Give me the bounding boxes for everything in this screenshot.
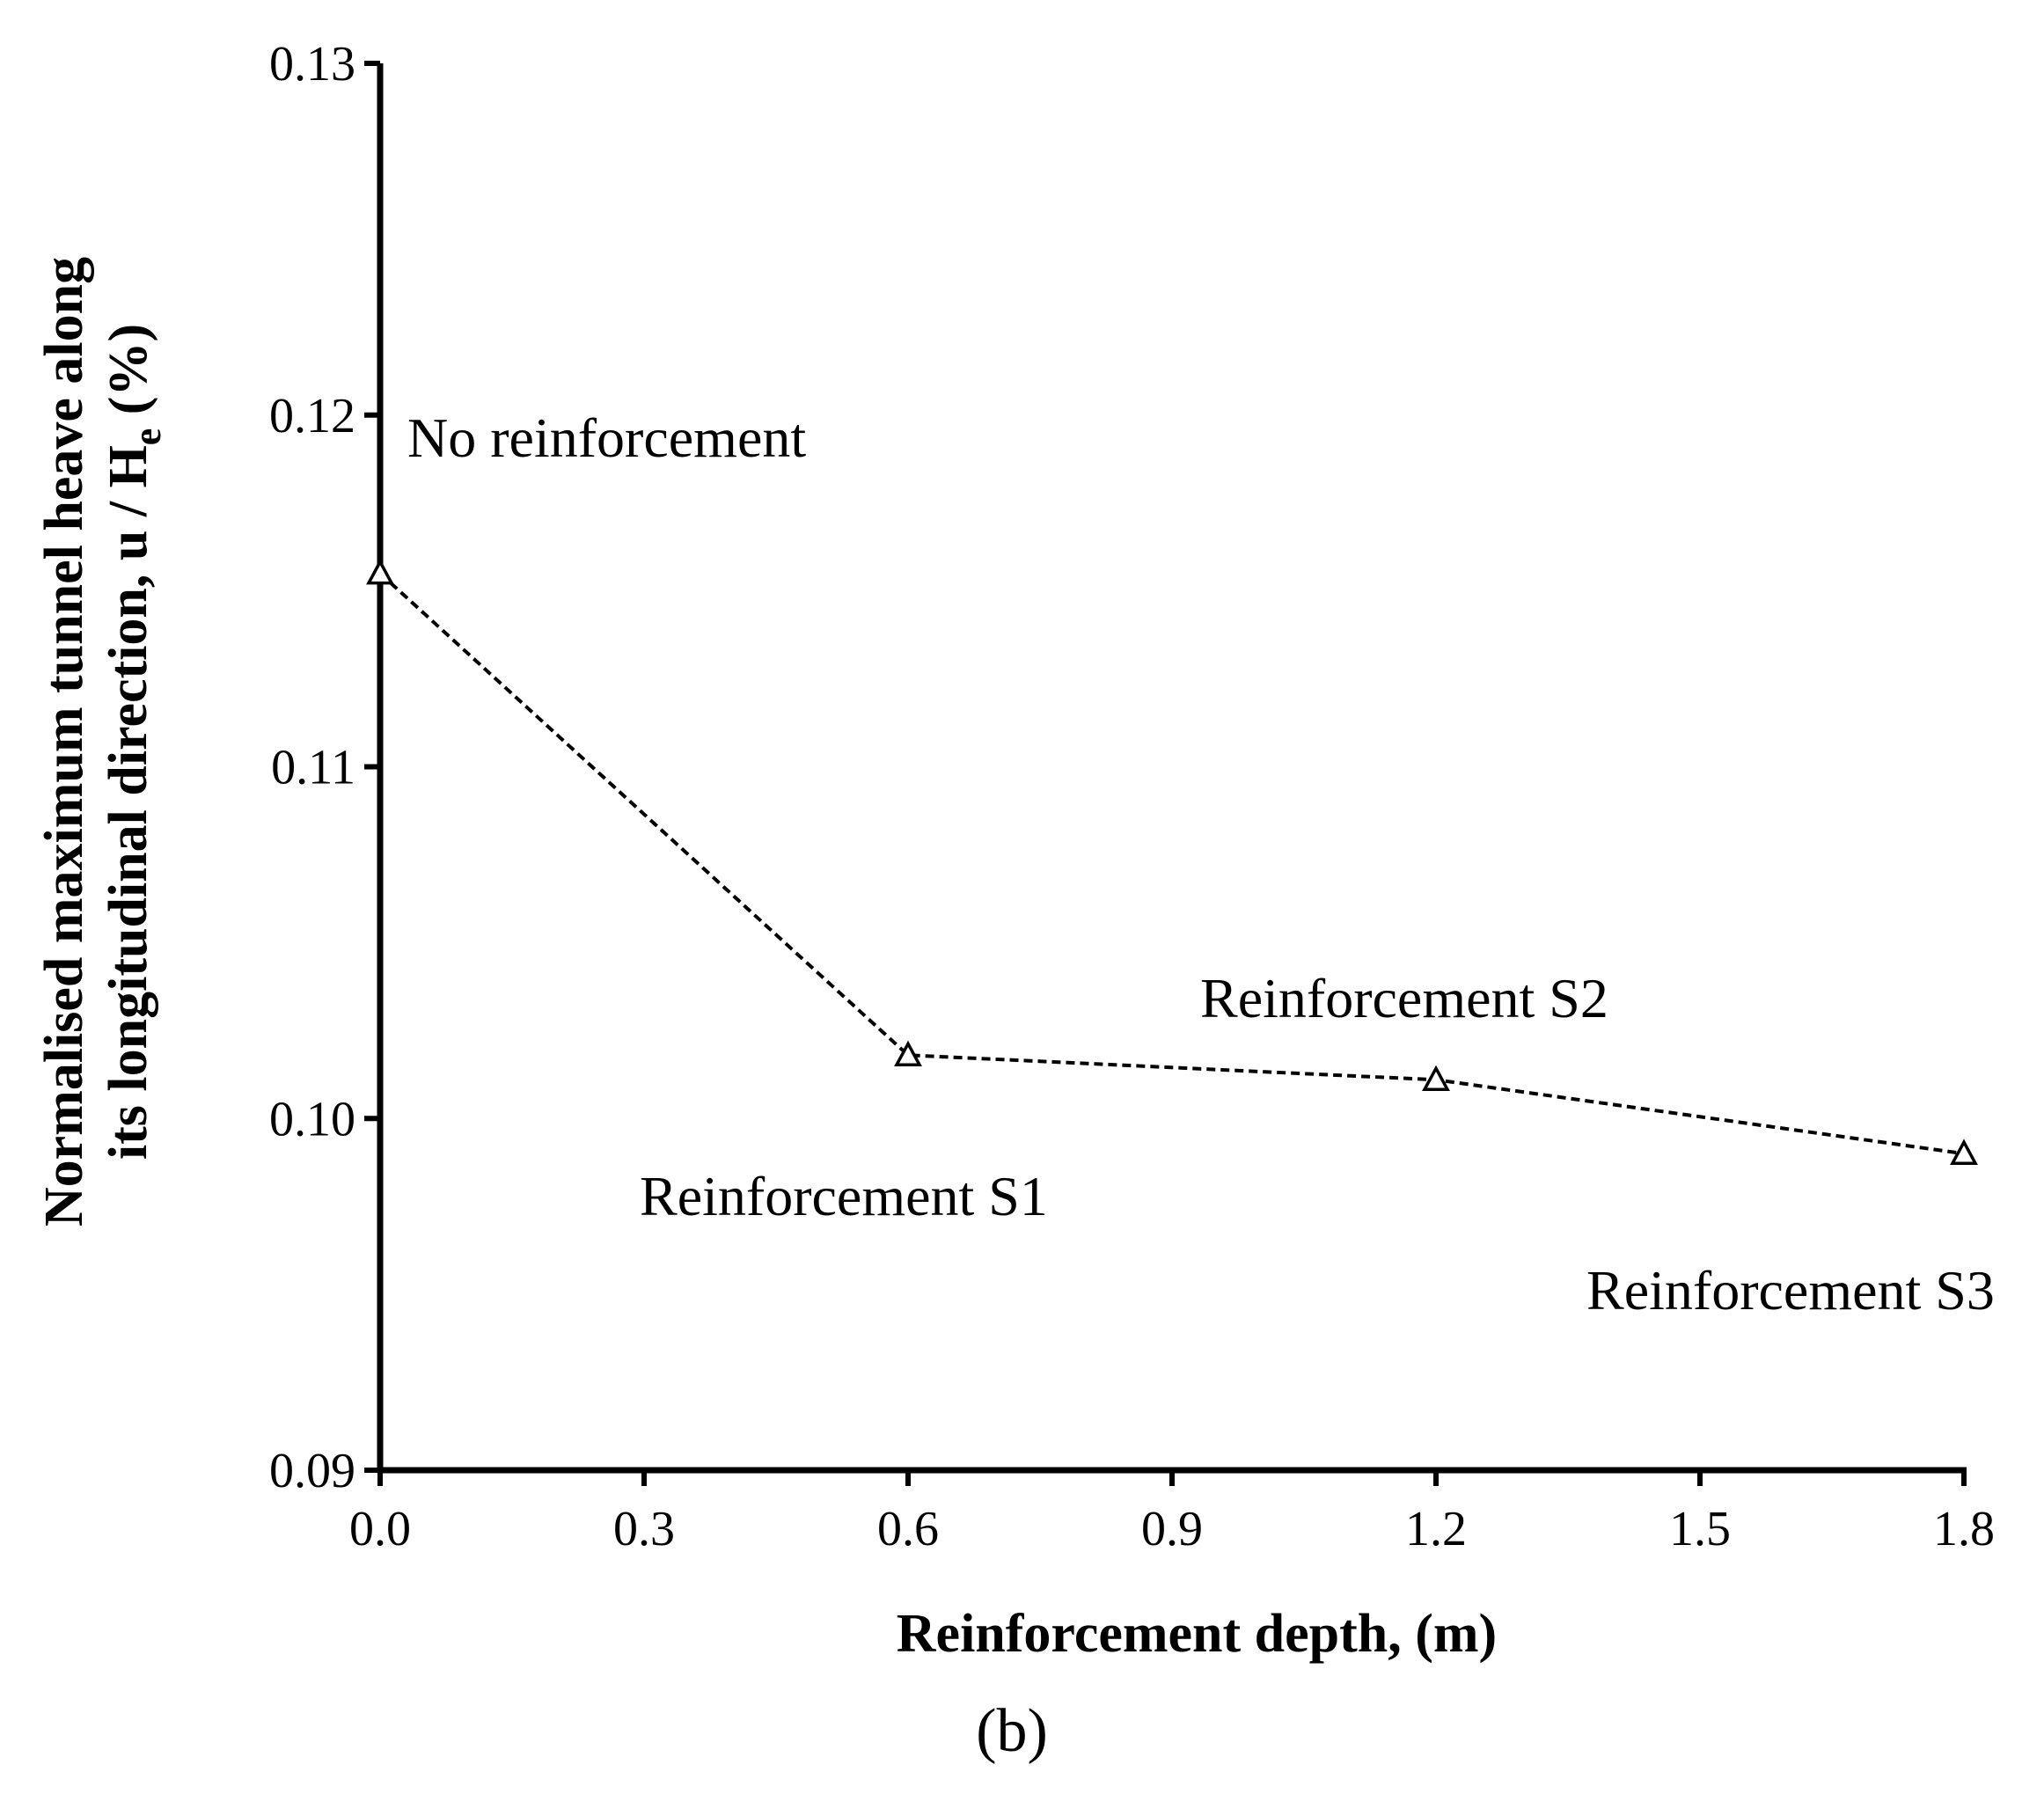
y-tick-label: 0.09 <box>269 1444 355 1498</box>
series-polyline <box>378 572 1965 1156</box>
annotation-reinforcement-s2: Reinforcement S2 <box>1200 967 1608 1029</box>
x-tick-label: 0.6 <box>877 1502 939 1556</box>
x-tick-label: 1.2 <box>1405 1502 1467 1556</box>
annotation-reinforcement-s1: Reinforcement S1 <box>640 1165 1048 1227</box>
x-tick-label: 0.9 <box>1141 1502 1203 1556</box>
y-axis-title-line1: Normalised maximum tunnel heave along <box>34 257 94 1226</box>
y-ticks: 0.09 0.10 0.11 0.12 0.13 <box>269 37 380 1498</box>
data-point-marker <box>894 1040 922 1067</box>
data-point-marker <box>366 558 394 585</box>
y-tick-label: 0.10 <box>269 1092 355 1146</box>
series-line <box>378 572 1965 1156</box>
y-tick-label: 0.12 <box>269 389 355 443</box>
y-axis-title-subscript: e <box>126 428 169 446</box>
panel-label: (b) <box>976 1697 1048 1765</box>
annotation-no-reinforcement: No reinforcement <box>407 406 806 469</box>
annotation-reinforcement-s3: Reinforcement S3 <box>1586 1259 1995 1321</box>
x-tick-label: 0.0 <box>349 1502 411 1556</box>
series-markers <box>366 558 1978 1165</box>
y-axis-title-end: (%) <box>99 324 158 428</box>
data-point-marker <box>1950 1138 1978 1165</box>
x-tick-label: 0.3 <box>613 1502 675 1556</box>
y-axis-title-line2: its longitudinal direction, u / He (%) <box>99 324 169 1160</box>
x-tick-label: 1.5 <box>1669 1502 1731 1556</box>
x-axis-title: Reinforcement depth, (m) <box>897 1604 1497 1664</box>
x-ticks: 0.0 0.3 0.6 0.9 1.2 1.5 1.8 <box>349 1470 1995 1556</box>
y-axis-title-main: its longitudinal direction, u / H <box>99 445 158 1160</box>
data-point-marker <box>1422 1065 1450 1092</box>
x-tick-label: 1.8 <box>1933 1502 1995 1556</box>
y-tick-label: 0.11 <box>271 741 355 795</box>
y-tick-label: 0.13 <box>269 37 355 92</box>
